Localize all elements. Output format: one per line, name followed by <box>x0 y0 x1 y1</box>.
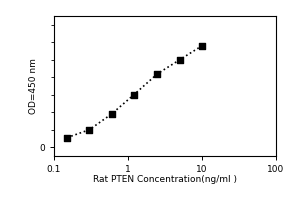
Point <box>109 112 114 116</box>
Point <box>87 128 92 131</box>
Y-axis label: OD=450 nm: OD=450 nm <box>29 58 38 114</box>
Point <box>155 72 160 75</box>
Point <box>131 93 136 96</box>
Point <box>177 58 182 61</box>
X-axis label: Rat PTEN Concentration(ng/ml ): Rat PTEN Concentration(ng/ml ) <box>93 175 237 184</box>
Point <box>200 44 204 47</box>
Point <box>64 136 69 139</box>
